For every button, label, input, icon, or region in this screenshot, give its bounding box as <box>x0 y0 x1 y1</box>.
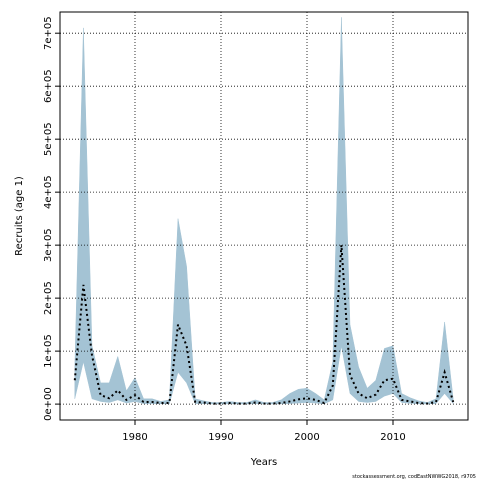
footer: stockassessment.org, codEastNWWG2018, r9… <box>352 474 476 480</box>
y-tick-label: 7e+05 <box>43 16 54 50</box>
y-tick-label: 5e+05 <box>43 122 54 156</box>
y-axis-label: Recruits (age 1) <box>14 176 25 256</box>
x-tick-label: 2010 <box>380 432 405 443</box>
x-tick-label: 2000 <box>294 432 319 443</box>
y-tick-label: 1e+05 <box>43 334 54 368</box>
confidence-band <box>74 17 454 405</box>
y-tick-label: 4e+05 <box>43 175 54 209</box>
y-tick-label: 2e+05 <box>43 281 54 315</box>
x-tick-label: 1990 <box>208 432 233 443</box>
y-tick-label: 6e+05 <box>43 69 54 103</box>
plot-frame <box>59 11 469 421</box>
x-tick-label: 1980 <box>122 432 147 443</box>
y-tick-label: 3e+05 <box>43 228 54 262</box>
median-line <box>73 245 455 405</box>
y-tick-label: 0e+00 <box>43 387 54 421</box>
x-axis-label: Years <box>250 457 277 468</box>
